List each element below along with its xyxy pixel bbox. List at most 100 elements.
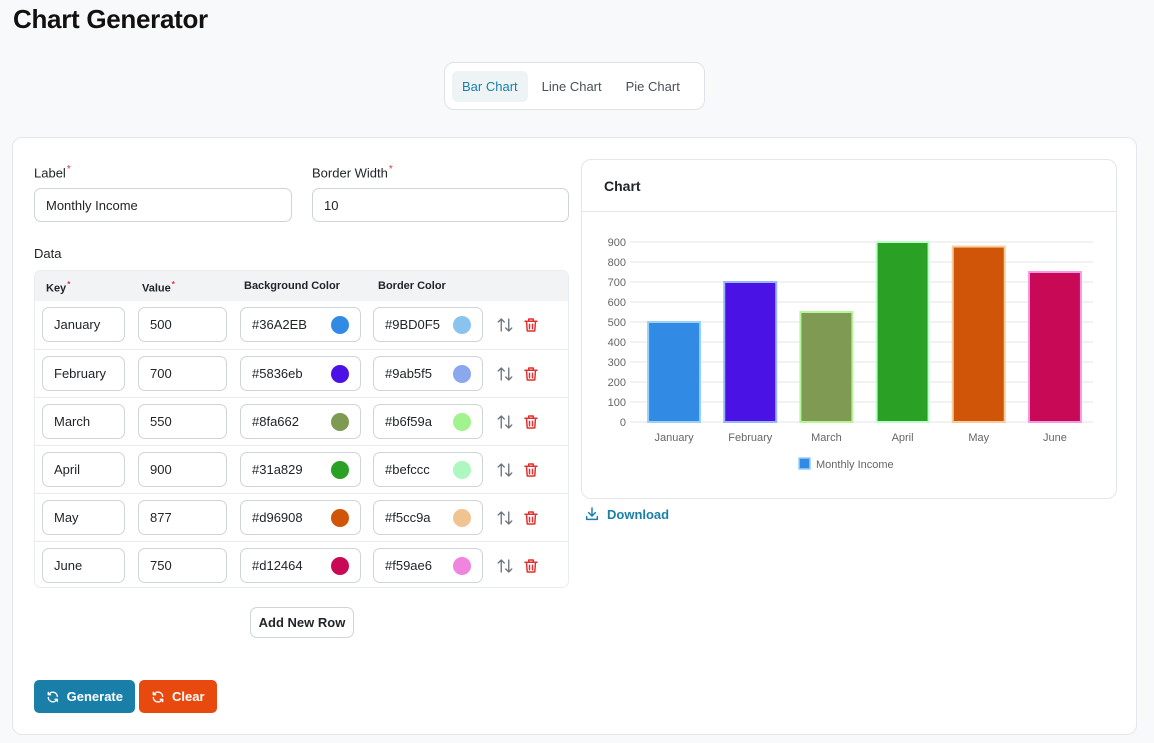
trash-icon[interactable] [522,412,540,432]
x-tick-label: March [811,432,842,444]
data-table: Key* Value* Background Color Border Colo… [34,270,569,588]
key-input[interactable]: March [42,404,125,439]
value-input[interactable]: 900 [138,452,227,487]
value-input[interactable]: 700 [138,356,227,391]
border-color-swatch[interactable] [453,509,471,527]
border-color-value: #befccc [385,462,430,477]
refresh-icon [152,690,164,703]
background-color-input[interactable]: #d12464 [240,548,361,583]
background-color-input[interactable]: #8fa662 [240,404,361,439]
background-color-input[interactable]: #d96908 [240,500,361,535]
trash-icon[interactable] [522,508,540,528]
key-input[interactable]: June [42,548,125,583]
download-icon [585,507,599,521]
bar [799,311,854,423]
chart-panel: Chart 0 100 200 300 400 500 600 700 800 900 Januar… [581,159,1117,499]
reorder-icon[interactable] [496,460,514,480]
tab-bar-chart[interactable]: Bar Chart [452,70,528,102]
tab-line-chart[interactable]: Line Chart [541,78,602,94]
trash-icon[interactable] [522,556,540,576]
background-color-swatch[interactable] [331,509,349,527]
background-color-value: #d12464 [252,558,303,573]
border-color-input[interactable]: #b6f59a [373,404,483,439]
background-color-input[interactable]: #5836eb [240,356,361,391]
reorder-icon[interactable] [496,412,514,432]
download-label: Download [607,506,670,522]
page-title: Chart Generator [13,4,208,34]
y-tick-label: 700 [608,277,626,289]
background-color-value: #8fa662 [252,414,299,429]
y-tick-label: 300 [608,357,626,369]
reorder-icon[interactable] [496,508,514,528]
border-color-swatch[interactable] [453,316,471,334]
value-input[interactable]: 550 [138,404,227,439]
border-color-value: #f59ae6 [385,558,432,573]
background-color-input[interactable]: #36A2EB [240,307,361,342]
border-color-input[interactable]: #f5cc9a [373,500,483,535]
border-color-input[interactable]: #9ab5f5 [373,356,483,391]
x-tick-label: January [655,432,695,444]
table-row: May 877 #d96908 #f5cc9a [35,493,568,541]
border-color-swatch[interactable] [453,413,471,431]
label-input[interactable]: Monthly Income [34,188,292,222]
background-color-value: #5836eb [252,366,303,381]
y-tick-label: 200 [608,377,626,389]
trash-icon[interactable] [522,315,540,335]
chart-panel-title: Chart [604,178,641,194]
background-color-value: #36A2EB [252,317,307,332]
refresh-icon [47,691,59,702]
border-color-input[interactable]: #9BD0F5 [373,307,483,342]
background-color-swatch[interactable] [331,413,349,431]
value-input[interactable]: 500 [138,307,227,342]
background-color-swatch[interactable] [331,557,349,575]
y-tick-label: 500 [608,317,626,329]
bar [951,245,1006,423]
value-input[interactable]: 877 [138,500,227,535]
data-section-title: Data [34,246,62,261]
border-color-value: #9ab5f5 [385,366,432,381]
reorder-icon[interactable] [496,315,514,335]
table-header: Key* Value* Background Color Border Colo… [35,271,568,301]
y-tick-label: 900 [608,237,626,249]
legend-swatch [798,457,811,470]
value-input[interactable]: 750 [138,548,227,583]
x-tick-label: June [1043,432,1067,444]
background-color-input[interactable]: #31a829 [240,452,361,487]
background-color-swatch[interactable] [331,461,349,479]
tab-pie-chart[interactable]: Pie Chart [625,78,680,94]
bar-chart: 0 100 200 300 400 500 600 700 800 900 January Febru… [608,237,1093,471]
border-color-swatch[interactable] [453,557,471,575]
border-color-input[interactable]: #f59ae6 [373,548,483,583]
reorder-icon[interactable] [496,364,514,384]
y-tick-label: 600 [608,297,626,309]
border-color-value: #9BD0F5 [385,317,440,332]
key-input[interactable]: January [42,307,125,342]
key-input[interactable]: April [42,452,125,487]
background-color-value: #31a829 [252,462,303,477]
background-color-swatch[interactable] [331,316,349,334]
header-value: Value* [142,280,175,295]
add-new-row-button[interactable]: Add New Row [250,607,354,638]
clear-button[interactable]: Clear [139,680,217,713]
download-link[interactable]: Download [584,506,669,522]
chart-header: Chart [582,160,1116,212]
key-input[interactable]: May [42,500,125,535]
generate-label: Generate [66,689,123,704]
generate-button[interactable]: Generate [34,680,135,713]
table-row: January 500 #36A2EB #9BD0F5 [35,301,568,349]
key-input[interactable]: February [42,356,125,391]
x-tick-label: May [968,432,989,444]
border-color-swatch[interactable] [453,365,471,383]
reorder-icon[interactable] [496,556,514,576]
y-tick-label: 400 [608,337,626,349]
trash-icon[interactable] [522,364,540,384]
bar [1027,271,1082,423]
border-color-input[interactable]: #befccc [373,452,483,487]
table-row: June 750 #d12464 #f59ae6 [35,541,568,587]
border-color-swatch[interactable] [453,461,471,479]
trash-icon[interactable] [522,460,540,480]
bar [875,241,930,423]
generator-card: Label* Monthly Income Border Width* 10 D… [12,137,1137,735]
border-width-input[interactable]: 10 [312,188,569,222]
background-color-swatch[interactable] [331,365,349,383]
